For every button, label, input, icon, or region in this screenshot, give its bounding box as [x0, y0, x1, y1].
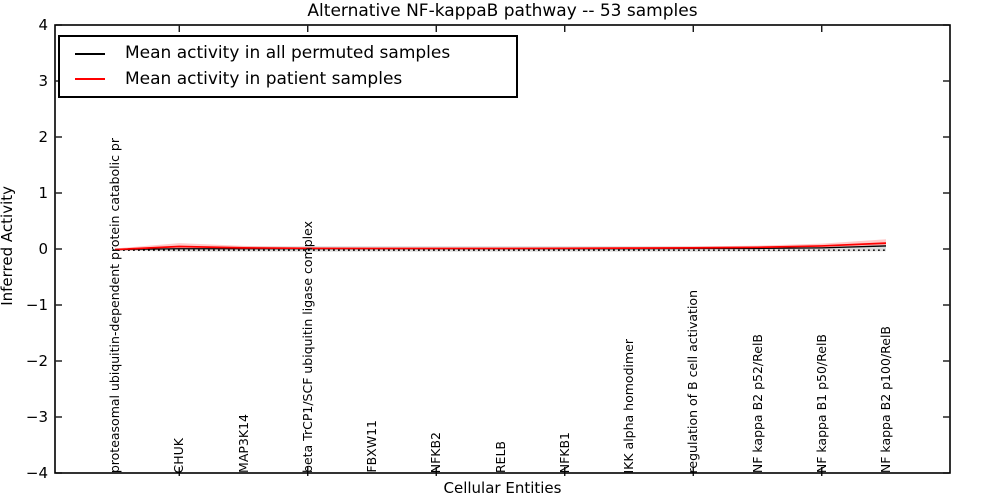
series-line-1 — [114, 242, 887, 251]
legend-item-patient: Mean activity in patient samples — [60, 68, 516, 89]
x-category-label: proteasomal ubiquitin-dependent protein … — [107, 137, 122, 473]
y-tick-label: 1 — [38, 184, 48, 202]
y-tick-label: −2 — [25, 352, 48, 370]
y-tick-label: 2 — [38, 128, 48, 146]
legend-label-permuted-samples: Mean activity in all permuted samples — [125, 43, 451, 64]
legend: Mean activity in all permuted samples Me… — [58, 35, 518, 98]
legend-item-permuted: Mean activity in all permuted samples — [60, 45, 516, 62]
x-category-label: MAP3K14 — [235, 414, 251, 473]
y-tick-label: −1 — [25, 296, 48, 314]
x-category-label: CHUK — [171, 437, 187, 473]
y-tick-label: 3 — [38, 72, 48, 90]
y-tick-label: 4 — [38, 16, 48, 34]
x-category-label: IKK alpha homodimer — [621, 338, 636, 474]
axes-border — [54, 24, 951, 474]
legend-label-patient-samples: Mean activity in patient samples — [125, 68, 403, 89]
y-tick-label: 0 — [38, 240, 48, 258]
legend-line-permuted-samples — [75, 52, 105, 55]
x-category-label: NF kappa B2 p100/RelB — [878, 325, 893, 473]
y-tick-label: −3 — [25, 408, 48, 426]
x-category-label: FBXW11 — [364, 420, 379, 473]
x-category-label: NFKB2 — [428, 431, 444, 473]
x-category-label: regulation of B cell activation — [685, 289, 701, 473]
legend-line-patient-samples — [75, 78, 105, 81]
x-axis-label: Cellular Entities — [443, 479, 562, 497]
y-tick-label: −4 — [25, 464, 48, 482]
x-category-label: RELB — [492, 440, 508, 473]
x-category-label: beta TrCP1/SCF ubiquitin ligase complex — [299, 221, 315, 473]
chart-title: Alternative NF-kappaB pathway -- 53 samp… — [307, 1, 698, 21]
x-category-label: NFKB1 — [556, 431, 572, 473]
x-category-label: NF kappa B2 p52/RelB — [749, 333, 765, 473]
x-category-label: NF kappa B1 p50/RelB — [813, 333, 829, 473]
